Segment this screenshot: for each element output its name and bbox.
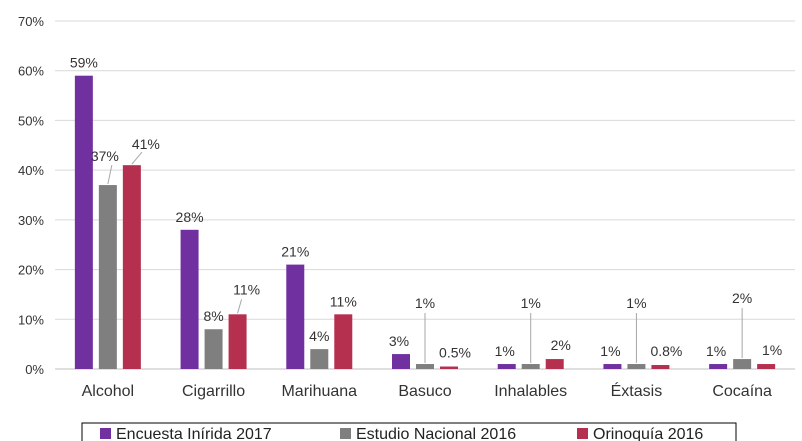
data-label: 1%: [415, 295, 435, 311]
data-label: 21%: [281, 244, 309, 260]
bar: [733, 359, 752, 369]
y-tick-label: 70%: [18, 14, 44, 29]
bar: [228, 314, 247, 369]
leader-line: [237, 299, 243, 314]
data-label: 4%: [309, 328, 329, 344]
legend-box: [81, 422, 737, 441]
y-tick-label: 50%: [18, 113, 44, 128]
leader-line: [131, 151, 143, 165]
bar: [545, 359, 564, 369]
bar: [392, 354, 410, 369]
y-tick-label: 10%: [18, 312, 44, 327]
x-category-label: Cocaína: [712, 383, 772, 400]
data-label: 1%: [762, 342, 782, 358]
legend: Encuesta Inírida 2017 Estudio Nacional 20…: [81, 422, 737, 441]
data-labels: 59% 37% 41% 28% 8% 11% 21% 4% 11% 3% 1% 0.5% 1% 1% 2% 1…: [70, 55, 782, 361]
y-tick-label: 40%: [18, 163, 44, 178]
y-tick-label: 20%: [18, 263, 44, 278]
data-label: 1%: [706, 343, 726, 359]
bar: [521, 364, 540, 369]
legend-label: Orinoquía 2016: [593, 426, 703, 441]
legend-swatch: [100, 428, 111, 439]
bar: [122, 165, 141, 369]
x-category-label: Alcohol: [82, 383, 134, 400]
legend-label: Encuesta Inírida 2017: [116, 426, 272, 441]
data-label: 1%: [521, 295, 541, 311]
data-label: 1%: [626, 295, 646, 311]
label-leader-lines: [107, 151, 743, 364]
y-axis-tick-labels: 0% 10% 20% 30% 40% 50% 60% 70%: [18, 14, 44, 377]
bar: [98, 185, 117, 369]
bar: [334, 314, 353, 369]
legend-swatch: [577, 428, 588, 439]
x-category-label: Cigarrillo: [182, 383, 245, 400]
bar: [603, 364, 622, 369]
bar: [74, 75, 93, 369]
x-category-label: Marihuana: [281, 383, 357, 400]
data-label: 1%: [495, 343, 515, 359]
data-label: 11%: [330, 293, 357, 309]
bar: [204, 329, 223, 369]
bars: [74, 75, 776, 369]
data-label: 2%: [551, 337, 571, 353]
x-category-label: Éxtasis: [611, 381, 663, 400]
bar: [416, 364, 434, 369]
data-label: 41%: [132, 136, 160, 152]
data-label: 8%: [203, 308, 223, 324]
y-tick-label: 0%: [25, 362, 44, 377]
x-category-label: Basuco: [398, 383, 451, 400]
data-label: 2%: [732, 290, 752, 306]
data-label: 0.5%: [439, 345, 471, 361]
y-tick-label: 30%: [18, 213, 44, 228]
data-label: 37%: [91, 148, 119, 164]
data-label: 59%: [70, 55, 98, 71]
bar: [709, 364, 728, 369]
bar: [651, 365, 670, 369]
bar: [440, 366, 458, 369]
x-axis-category-labels: Alcohol Cigarrillo Marihuana Basuco Inhalabl…: [82, 381, 772, 400]
data-label: 28%: [176, 209, 204, 225]
y-tick-label: 60%: [18, 64, 44, 79]
data-label: 11%: [233, 281, 260, 297]
bar: [310, 349, 329, 369]
legend-swatch: [340, 428, 351, 439]
data-label: 1%: [600, 343, 620, 359]
data-label: 3%: [389, 333, 409, 349]
legend-label: Estudio Nacional 2016: [356, 426, 516, 441]
bar: [286, 264, 305, 369]
bar: [757, 364, 776, 369]
gridlines: [55, 20, 795, 370]
bar: [180, 229, 199, 369]
leader-line: [107, 164, 113, 185]
bar: [627, 364, 646, 369]
bar: [497, 364, 516, 369]
x-category-label: Inhalables: [494, 383, 567, 400]
data-label: 0.8%: [650, 343, 682, 359]
